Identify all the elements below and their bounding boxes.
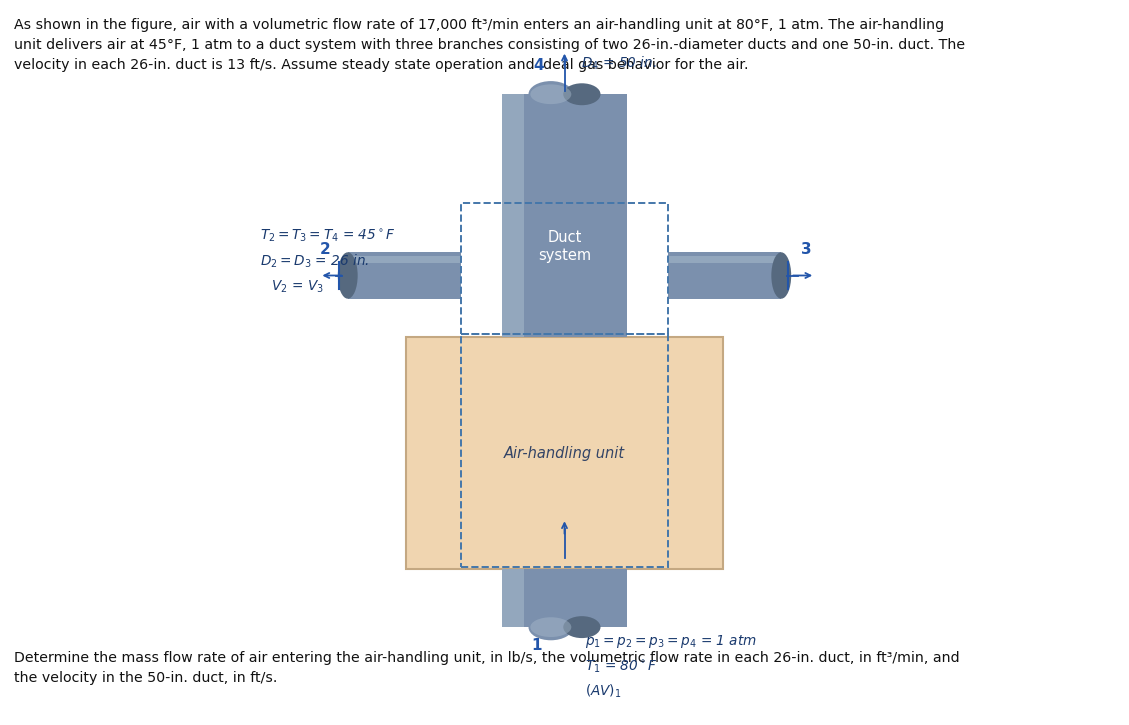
Ellipse shape <box>531 617 571 637</box>
Text: 1: 1 <box>532 638 542 652</box>
Bar <box>502 569 627 627</box>
Text: As shown in the figure, air with a volumetric flow rate of 17,000 ft³/min enters: As shown in the figure, air with a volum… <box>14 18 964 72</box>
Bar <box>406 337 723 569</box>
Text: $p_1 = p_2 = p_3 = p_4$ = 1 atm: $p_1 = p_2 = p_3 = p_4$ = 1 atm <box>585 633 756 650</box>
Text: 4: 4 <box>534 58 544 72</box>
Text: 3: 3 <box>800 242 812 257</box>
Bar <box>668 252 781 299</box>
Text: 2: 2 <box>320 242 331 257</box>
Bar <box>348 252 461 299</box>
Text: $D_4$ = 50 in.: $D_4$ = 50 in. <box>581 54 657 72</box>
Bar <box>502 569 524 627</box>
Bar <box>502 94 627 337</box>
Ellipse shape <box>531 84 571 104</box>
Ellipse shape <box>528 81 574 107</box>
Ellipse shape <box>563 616 601 638</box>
Bar <box>668 256 781 262</box>
Text: $T_1$ = 80$^\circ$F: $T_1$ = 80$^\circ$F <box>585 658 657 676</box>
Text: Air-handling unit: Air-handling unit <box>504 446 625 460</box>
Text: $T_2 = T_3 = T_4$ = 45$^\circ$F: $T_2 = T_3 = T_4$ = 45$^\circ$F <box>260 227 395 244</box>
Ellipse shape <box>528 614 574 640</box>
Text: V$_2$ = V$_3$: V$_2$ = V$_3$ <box>271 278 324 294</box>
Bar <box>348 256 461 262</box>
Ellipse shape <box>771 252 791 299</box>
Bar <box>461 203 668 334</box>
Ellipse shape <box>338 252 358 299</box>
Bar <box>502 94 524 337</box>
Text: $D_2 = D_3$ = 26 in.: $D_2 = D_3$ = 26 in. <box>260 252 369 270</box>
Text: Duct
system: Duct system <box>537 230 592 263</box>
Text: Determine the mass flow rate of air entering the air-handling unit, in lb/s, the: Determine the mass flow rate of air ente… <box>14 651 960 685</box>
Text: $(AV)_1$: $(AV)_1$ <box>585 682 621 700</box>
Bar <box>461 334 668 567</box>
Ellipse shape <box>563 83 601 105</box>
